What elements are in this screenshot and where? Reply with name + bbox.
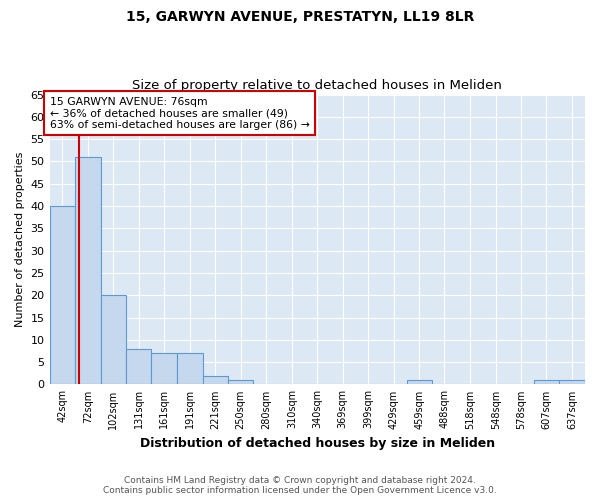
Bar bbox=[203, 376, 228, 384]
Bar bbox=[75, 157, 101, 384]
Bar bbox=[177, 353, 203, 384]
Bar bbox=[50, 206, 75, 384]
Bar bbox=[101, 295, 126, 384]
Text: Contains HM Land Registry data © Crown copyright and database right 2024.
Contai: Contains HM Land Registry data © Crown c… bbox=[103, 476, 497, 495]
Title: Size of property relative to detached houses in Meliden: Size of property relative to detached ho… bbox=[133, 79, 502, 92]
Bar bbox=[151, 353, 177, 384]
Text: 15 GARWYN AVENUE: 76sqm
← 36% of detached houses are smaller (49)
63% of semi-de: 15 GARWYN AVENUE: 76sqm ← 36% of detache… bbox=[50, 97, 310, 130]
Bar bbox=[407, 380, 431, 384]
Y-axis label: Number of detached properties: Number of detached properties bbox=[15, 152, 25, 327]
Text: 15, GARWYN AVENUE, PRESTATYN, LL19 8LR: 15, GARWYN AVENUE, PRESTATYN, LL19 8LR bbox=[126, 10, 474, 24]
Bar bbox=[126, 349, 151, 384]
X-axis label: Distribution of detached houses by size in Meliden: Distribution of detached houses by size … bbox=[140, 437, 495, 450]
Bar bbox=[228, 380, 253, 384]
Bar bbox=[559, 380, 585, 384]
Bar bbox=[533, 380, 559, 384]
